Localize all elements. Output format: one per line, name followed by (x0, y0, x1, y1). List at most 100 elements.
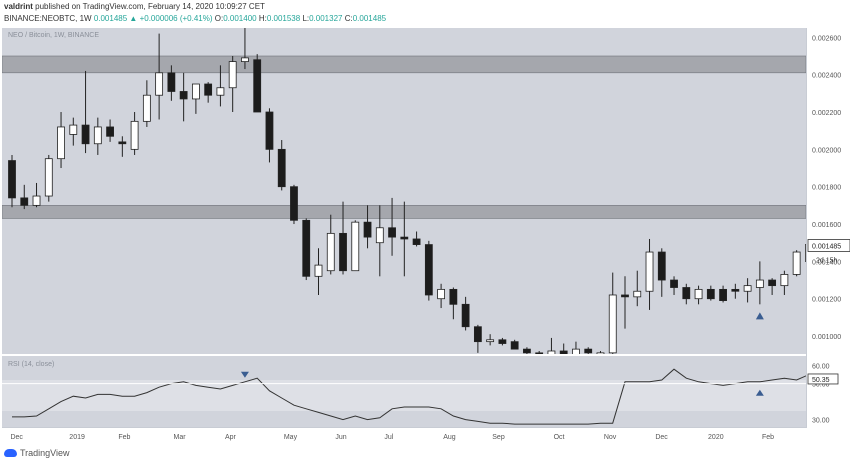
candle-body (657, 251, 666, 281)
candle-body (670, 279, 678, 288)
tradingview-cloud-icon (4, 449, 17, 457)
candle-body (339, 232, 347, 272)
current-price-label: 0.001485 (812, 244, 841, 251)
candle-body (302, 219, 311, 277)
tradingview-logo[interactable]: TradingView (4, 448, 70, 458)
candle-body (792, 251, 801, 275)
candle-body (596, 352, 605, 356)
time-tick-label: 2019 (69, 434, 85, 441)
time-axis-svg: Dec 2019 Feb Mar Apr May Jun Jul Aug Sep Oct Nov Dec… (10, 434, 774, 441)
price-tick-label: 0.002000 (812, 147, 841, 154)
time-tick-label: Sep (492, 434, 505, 441)
candle-body (20, 197, 29, 206)
candle-body (449, 288, 458, 305)
candle-body (547, 350, 556, 356)
candle-body (584, 348, 593, 354)
rsi-pane-label: RSI (14, close) (8, 361, 55, 368)
header: valdrint published on TradingView.com, F… (0, 0, 850, 28)
candle-body (706, 288, 715, 300)
price-tick-label: 0.002400 (812, 73, 841, 80)
main-pane-label: NEO / Bitcoin, 1W, BINANCE (8, 32, 100, 39)
candlestick-chart[interactable] (1, 14, 813, 359)
rsi-up-arrow-icon (755, 389, 764, 396)
candle-body (473, 326, 482, 343)
candle-body (118, 141, 127, 145)
high-label: H: (258, 14, 267, 23)
candle-body (191, 83, 200, 100)
time-tick-label: Feb (762, 434, 774, 441)
close-value: 0.001485 (352, 14, 387, 23)
price-tick-label: 0.002600 (812, 35, 841, 42)
candle-body (253, 59, 262, 113)
candle-body (780, 274, 789, 287)
candle-body (743, 285, 752, 292)
candle-body (130, 120, 139, 150)
candle-body (179, 91, 188, 100)
candle-body (106, 126, 114, 137)
open-value: 0.001400 (223, 14, 257, 23)
rsi-pane[interactable]: RSI (14, close) (2, 356, 806, 427)
rsi-line (12, 368, 806, 425)
candle-body (719, 288, 727, 301)
candle-body (265, 111, 274, 150)
candle-body (290, 186, 298, 221)
time-tick-label: Dec (10, 434, 23, 441)
candle-body (535, 352, 544, 356)
candle-body (694, 288, 703, 300)
candle-body (167, 72, 176, 92)
candle-body (755, 279, 764, 288)
time-tick-label: Oct (554, 434, 565, 441)
candle-body (510, 341, 519, 350)
rsi-chart[interactable] (2, 356, 806, 427)
time-tick-label: 2020 (708, 434, 724, 441)
candle-body (621, 294, 629, 298)
candle-body (314, 264, 323, 277)
candle-body (682, 287, 691, 300)
candle-body (93, 126, 102, 145)
time-tick-label: Dec (655, 434, 668, 441)
candle-body (204, 83, 213, 96)
rsi-current-box (807, 373, 839, 385)
author-name[interactable]: valdrint (4, 2, 33, 11)
time-tick-label: May (284, 434, 298, 441)
candle-body (216, 87, 225, 96)
candle-body (44, 158, 53, 197)
price-change: +0.000006 (+0.41%) (139, 14, 213, 23)
price-tick-label: 0.001400 (812, 259, 841, 266)
candle-body (572, 348, 580, 356)
candle-body (523, 348, 531, 354)
low-label: L: (302, 14, 310, 23)
candle-body (69, 124, 78, 135)
candle-body (486, 339, 495, 343)
time-axis[interactable]: Dec 2019 Feb Mar Apr May Jun Jul Aug Sep Oct Nov Dec… (2, 427, 806, 443)
time-tick-label: Feb (118, 434, 130, 441)
published-text: published on TradingView.com, February 1… (35, 2, 265, 11)
main-chart-pane[interactable]: NEO / Bitcoin, 1W, BINANCE (1, 14, 813, 359)
open-label: O: (214, 14, 224, 23)
candle-body (8, 160, 16, 199)
candle-body (768, 279, 777, 287)
high-value: 0.001538 (266, 14, 301, 23)
last-price: 0.001485 (93, 14, 128, 23)
candle-body (241, 57, 249, 63)
candle-body (461, 303, 470, 328)
up-triangle-icon: ▲ (129, 14, 138, 23)
price-tick-label: 0.001200 (812, 297, 841, 304)
price-tick-label: 0.001600 (812, 222, 841, 229)
candle-body (142, 94, 151, 122)
price-axis[interactable]: 0.002600 0.002400 0.002200 0.002000 0.001800… (806, 28, 850, 428)
candle-body (375, 227, 384, 244)
time-tick-label: Apr (225, 434, 237, 441)
candle-body (155, 72, 164, 96)
support-resistance-zone (1, 55, 807, 74)
publisher-line: valdrint published on TradingView.com, F… (4, 2, 265, 11)
price-tick-label: 0.001800 (812, 185, 841, 192)
time-tick-label: Jun (335, 434, 346, 441)
candle-body (388, 227, 396, 238)
symbol-interval: BINANCE:NEOBTC, 1W (4, 14, 92, 23)
current-price-box (807, 239, 850, 252)
candle-body (32, 195, 41, 206)
symbol-line: BINANCE:NEOBTC, 1W 0.001485 ▲ +0.000006 … (4, 14, 386, 23)
price-tick-label: 0.001000 (812, 334, 841, 341)
footer: TradingView (0, 443, 850, 466)
